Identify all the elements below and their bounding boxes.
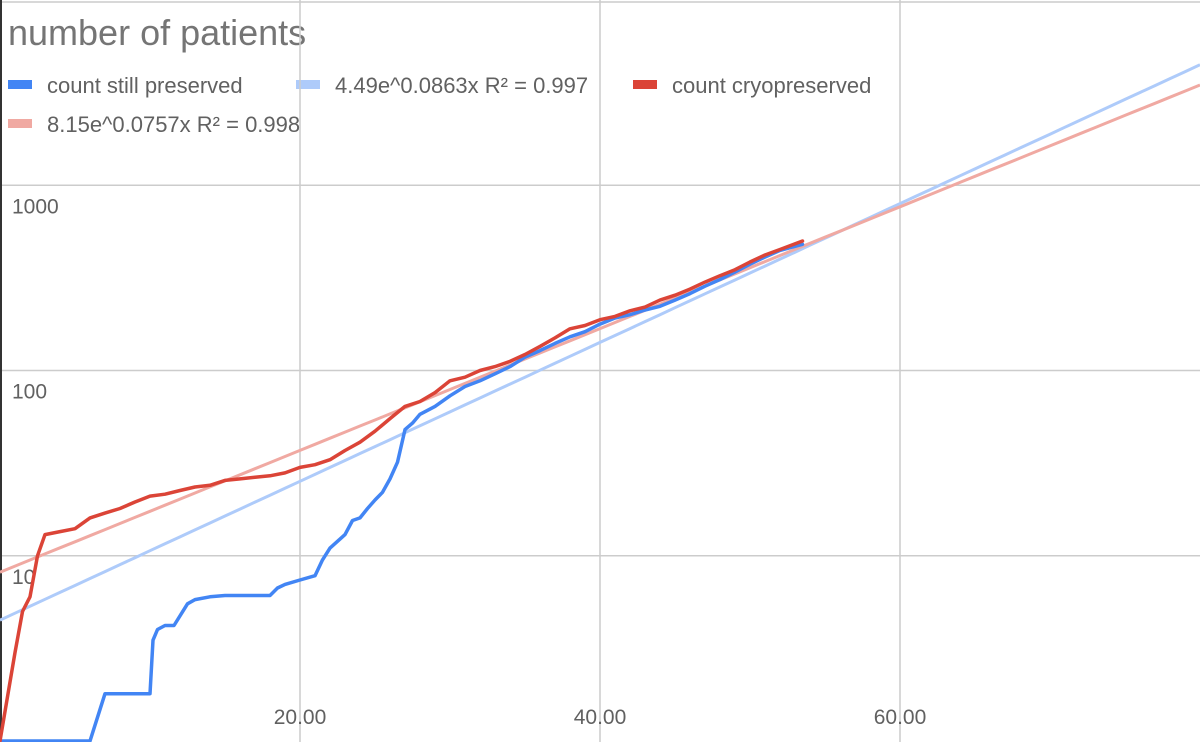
legend-label-count-still-preserved: count still preserved [47,73,243,98]
y-tick-label: 100 [12,381,47,404]
x-tick-label: 20.00 [274,706,327,729]
y-tick-label: 1000 [12,195,59,218]
x-tick-label: 40.00 [574,706,627,729]
legend-item-trend-cryopreserved: 8.15e^0.0757x R² = 0.998 [8,112,300,137]
legend: count still preserved 4.49e^0.0863x R² =… [8,73,871,137]
trendline-4-49e-0-0863x-r-0-997 [0,63,1200,622]
legend-item-count-cryopreserved: count cryopreserved [633,73,871,98]
legend-label-trend-still-preserved: 4.49e^0.0863x R² = 0.997 [335,73,588,98]
legend-label-count-cryopreserved: count cryopreserved [672,73,871,98]
trendline-8-15e-0-0757x-r-0-998 [0,83,1200,574]
legend-swatch-trend-cryopreserved [8,119,32,128]
y-tick-label: 10 [12,566,35,589]
chart-title: number of patients [8,12,306,53]
series-line-count-cryopreserved [0,239,805,742]
x-tick-label: 60.00 [874,706,927,729]
tick-labels: 10 100 1000 20.00 40.00 60.00 [12,195,926,729]
legend-item-count-still-preserved: count still preserved [8,73,243,98]
legend-swatch-count-still-preserved [8,80,32,89]
data-lines [0,239,805,742]
legend-swatch-trend-still-preserved [296,80,320,89]
legend-label-trend-cryopreserved: 8.15e^0.0757x R² = 0.998 [47,112,300,137]
series-line-count-still-preserved [0,242,805,742]
legend-swatch-count-cryopreserved [633,80,657,89]
legend-item-trend-still-preserved: 4.49e^0.0863x R² = 0.997 [296,73,588,98]
trendlines [0,63,1200,622]
